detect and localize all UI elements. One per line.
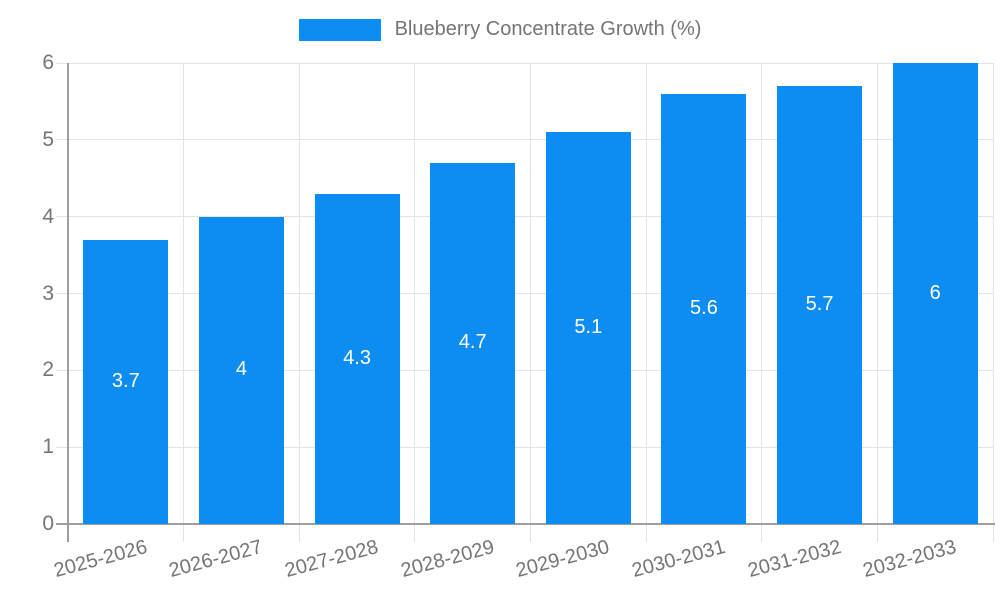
y-gridline	[56, 293, 993, 294]
y-axis-tick-label: 2	[42, 358, 54, 382]
bar	[198, 216, 284, 524]
y-gridline	[56, 62, 993, 64]
y-gridline	[56, 369, 993, 371]
bar-value-label: 5.1	[574, 316, 603, 339]
y-axis-tick-label: 0	[42, 512, 54, 535]
y-axis-line	[67, 63, 69, 542]
y-axis-tick-label: 4	[42, 204, 54, 228]
x-gridline	[645, 63, 647, 542]
y-gridline	[56, 139, 993, 141]
bar-value-label: 6	[929, 281, 941, 304]
bar	[661, 93, 747, 524]
x-gridline	[414, 63, 416, 542]
x-gridline	[876, 63, 878, 542]
x-gridline	[761, 63, 763, 542]
bar-value-label: 5.7	[805, 293, 834, 316]
x-gridline	[992, 63, 994, 542]
y-axis-tick-label: 1	[42, 435, 54, 459]
bar	[430, 162, 516, 524]
x-gridline	[298, 63, 300, 542]
bar-value-label: 4.3	[343, 346, 371, 369]
y-gridline	[56, 446, 993, 448]
y-axis-tick-label: 5	[42, 127, 54, 151]
x-gridline	[183, 63, 185, 542]
legend-swatch	[298, 18, 381, 41]
y-axis-tick-label: 6	[42, 51, 54, 74]
bar-value-label: 5.6	[690, 296, 718, 319]
bar-value-label: 3.7	[111, 369, 140, 392]
bar	[83, 239, 169, 524]
bar	[545, 132, 631, 524]
y-axis-tick-label: 3	[42, 281, 54, 305]
bar	[314, 193, 400, 524]
bar	[892, 63, 978, 524]
legend: Blueberry Concentrate Growth (%)	[0, 18, 1000, 41]
y-gridline	[56, 216, 993, 218]
x-axis-line	[56, 523, 995, 525]
legend-label: Blueberry Concentrate Growth (%)	[394, 18, 702, 40]
bar-value-label: 4.7	[458, 331, 487, 354]
bar-value-label: 4	[235, 358, 247, 381]
bar	[777, 86, 863, 524]
x-gridline	[530, 63, 531, 542]
